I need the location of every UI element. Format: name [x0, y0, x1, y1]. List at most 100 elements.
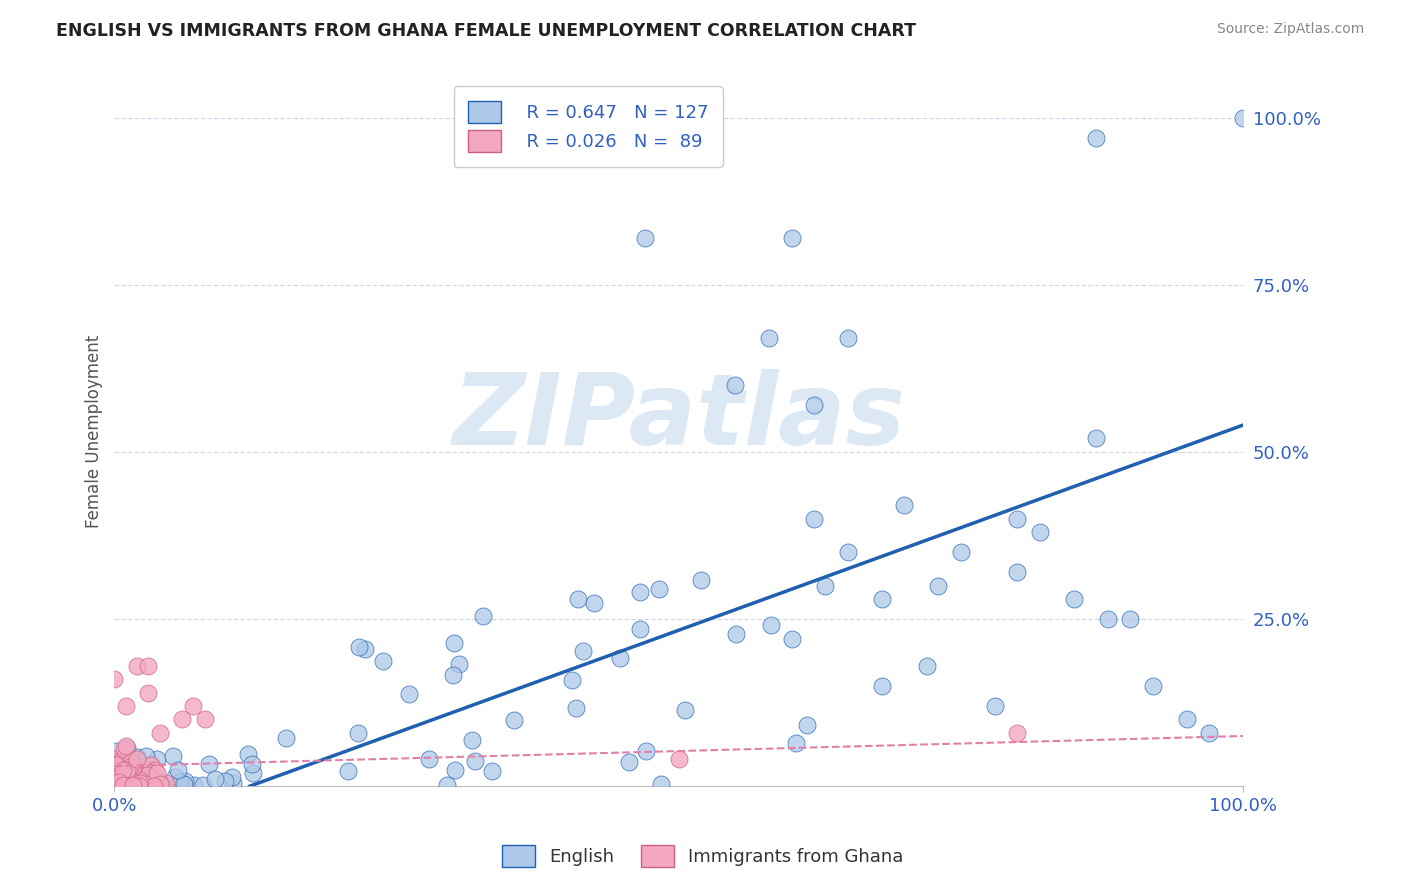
- Point: [1029, 525, 1052, 540]
- Point: [214, 774, 236, 789]
- Point: [1119, 612, 1142, 626]
- Point: [837, 331, 859, 345]
- Point: [111, 769, 134, 783]
- Point: [1097, 612, 1119, 626]
- Point: [136, 658, 159, 673]
- Point: [169, 775, 191, 789]
- Point: [131, 777, 153, 791]
- Point: [107, 766, 129, 780]
- Point: [128, 772, 150, 787]
- Text: ENGLISH VS IMMIGRANTS FROM GHANA FEMALE UNEMPLOYMENT CORRELATION CHART: ENGLISH VS IMMIGRANTS FROM GHANA FEMALE …: [56, 22, 917, 40]
- Point: [183, 778, 205, 792]
- Point: [236, 747, 259, 762]
- Point: [349, 640, 371, 654]
- Point: [115, 770, 138, 784]
- Point: [141, 779, 163, 793]
- Point: [111, 771, 134, 785]
- Point: [107, 762, 129, 776]
- Point: [242, 766, 264, 780]
- Point: [105, 779, 128, 793]
- Point: [139, 775, 162, 789]
- Point: [114, 698, 136, 713]
- Point: [149, 777, 172, 791]
- Point: [117, 760, 139, 774]
- Point: [125, 772, 148, 787]
- Point: [609, 650, 631, 665]
- Point: [481, 764, 503, 778]
- Point: [110, 764, 132, 779]
- Point: [617, 755, 640, 769]
- Point: [141, 777, 163, 791]
- Point: [104, 773, 127, 788]
- Text: ZIPatlas: ZIPatlas: [453, 369, 905, 467]
- Point: [110, 763, 132, 777]
- Point: [111, 750, 134, 764]
- Point: [122, 762, 145, 776]
- Point: [112, 778, 135, 792]
- Point: [240, 757, 263, 772]
- Point: [204, 772, 226, 786]
- Point: [117, 740, 139, 755]
- Point: [110, 769, 132, 783]
- Point: [111, 772, 134, 786]
- Point: [139, 756, 162, 771]
- Point: [139, 758, 162, 772]
- Point: [132, 776, 155, 790]
- Point: [122, 759, 145, 773]
- Point: [104, 753, 127, 767]
- Point: [107, 751, 129, 765]
- Point: [337, 764, 360, 778]
- Point: [111, 774, 134, 789]
- Point: [132, 765, 155, 780]
- Point: [155, 775, 177, 789]
- Point: [111, 773, 134, 788]
- Point: [634, 231, 657, 245]
- Point: [107, 764, 129, 779]
- Point: [112, 763, 135, 777]
- Point: [104, 777, 127, 791]
- Point: [503, 713, 526, 727]
- Point: [353, 642, 375, 657]
- Point: [125, 750, 148, 764]
- Point: [112, 762, 135, 776]
- Point: [117, 763, 139, 777]
- Point: [107, 766, 129, 780]
- Point: [120, 773, 142, 788]
- Point: [648, 582, 671, 596]
- Point: [173, 777, 195, 791]
- Point: [1085, 130, 1108, 145]
- Point: [111, 779, 134, 793]
- Point: [107, 760, 129, 774]
- Point: [165, 770, 187, 784]
- Point: [127, 778, 149, 792]
- Point: [118, 773, 141, 788]
- Point: [108, 774, 131, 789]
- Legend:   R = 0.647   N = 127,   R = 0.026   N =  89: R = 0.647 N = 127, R = 0.026 N = 89: [454, 87, 723, 167]
- Point: [135, 777, 157, 791]
- Point: [118, 757, 141, 772]
- Point: [121, 775, 143, 789]
- Point: [136, 763, 159, 777]
- Point: [124, 778, 146, 792]
- Point: [162, 748, 184, 763]
- Point: [105, 774, 128, 789]
- Point: [132, 772, 155, 786]
- Point: [128, 779, 150, 793]
- Point: [193, 778, 215, 792]
- Point: [114, 739, 136, 753]
- Point: [111, 779, 134, 793]
- Point: [1198, 725, 1220, 739]
- Point: [121, 759, 143, 773]
- Point: [628, 585, 651, 599]
- Point: [104, 776, 127, 790]
- Point: [118, 760, 141, 774]
- Point: [121, 778, 143, 792]
- Point: [436, 778, 458, 792]
- Point: [673, 702, 696, 716]
- Point: [105, 779, 128, 793]
- Point: [125, 658, 148, 673]
- Point: [110, 764, 132, 778]
- Point: [561, 673, 583, 687]
- Point: [134, 773, 156, 788]
- Point: [172, 712, 194, 726]
